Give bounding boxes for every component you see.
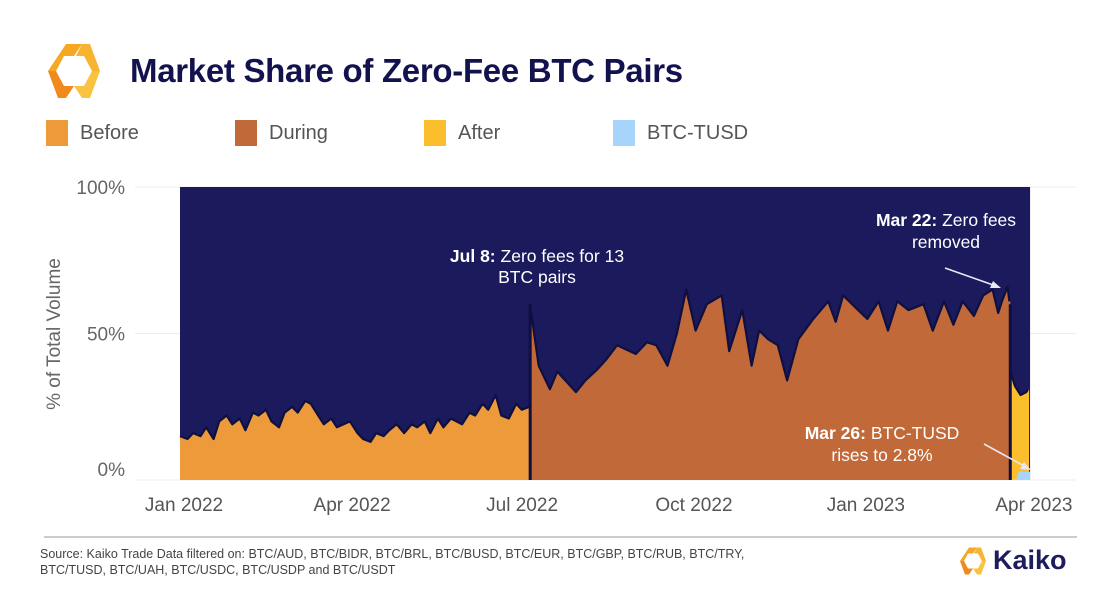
annotation-mar26: Mar 26: BTC-TUSD [805, 423, 960, 443]
legend-swatch-after [424, 120, 446, 146]
area-btc-tusd [1011, 471, 1031, 480]
series-outline-after [1010, 374, 1030, 397]
annotation-arrow-mar26 [983, 443, 1027, 468]
legend-swatch-btc-tusd [613, 120, 635, 146]
annotation-mar22: Mar 22: Zero fees [876, 210, 1016, 230]
annotation-jul8: Jul 8: Zero fees for 13 [450, 246, 624, 266]
source-note: Source: Kaiko Trade Data filtered on: BT… [40, 546, 860, 578]
footer-divider [44, 536, 1077, 538]
brand-name: Kaiko [993, 545, 1067, 575]
x-tick-label: Apr 2023 [995, 495, 1072, 516]
series-outline-during [530, 285, 1011, 394]
x-tick-label: Jan 2022 [145, 495, 223, 516]
legend-swatch-before [46, 120, 68, 146]
legend-label: Before [80, 121, 139, 144]
y-axis-label: % of Total Volume [44, 258, 65, 410]
x-tick-label: Jan 2023 [827, 495, 905, 516]
annotation-arrow-mar22 [944, 267, 997, 287]
legend-item-after: After [424, 120, 500, 146]
legend: Before During After BTC-TUSD [46, 120, 806, 148]
x-tick-label: Oct 2022 [655, 495, 732, 516]
chart-title: Market Share of Zero-Fee BTC Pairs [130, 52, 683, 89]
arrowhead-icon [1020, 462, 1031, 470]
kaiko-logo-icon [960, 547, 986, 574]
annotation-mar22-line2: removed [912, 232, 980, 252]
legend-swatch-during [235, 120, 257, 146]
y-tick-label: 0% [98, 460, 126, 481]
kaiko-logo-icon [48, 44, 100, 98]
area-before [180, 395, 531, 480]
x-tick-label: Jul 2022 [486, 495, 558, 516]
legend-item-before: Before [46, 120, 139, 146]
y-tick-label: 50% [87, 325, 125, 346]
area-after [1011, 374, 1030, 480]
legend-item-btc-tusd: BTC-TUSD [613, 120, 748, 146]
x-tick-label: Apr 2022 [314, 495, 391, 516]
legend-label: After [458, 121, 501, 144]
annotation-mar26-line2: rises to 2.8% [831, 445, 932, 465]
series-outline-before [179, 393, 530, 443]
source-line: Source: Kaiko Trade Data filtered on: BT… [40, 547, 745, 561]
arrowhead-icon [990, 281, 1001, 288]
kaiko-brand: Kaiko [958, 545, 1067, 576]
annotation-jul8-line2: BTC pairs [498, 267, 576, 287]
source-line: BTC/TUSD, BTC/UAH, BTC/USDC, BTC/USDP an… [40, 563, 396, 577]
legend-label: During [269, 121, 328, 144]
area-during [531, 286, 1011, 480]
legend-item-during: During [235, 120, 328, 146]
legend-label: BTC-TUSD [647, 121, 749, 144]
y-tick-label: 100% [76, 178, 125, 199]
